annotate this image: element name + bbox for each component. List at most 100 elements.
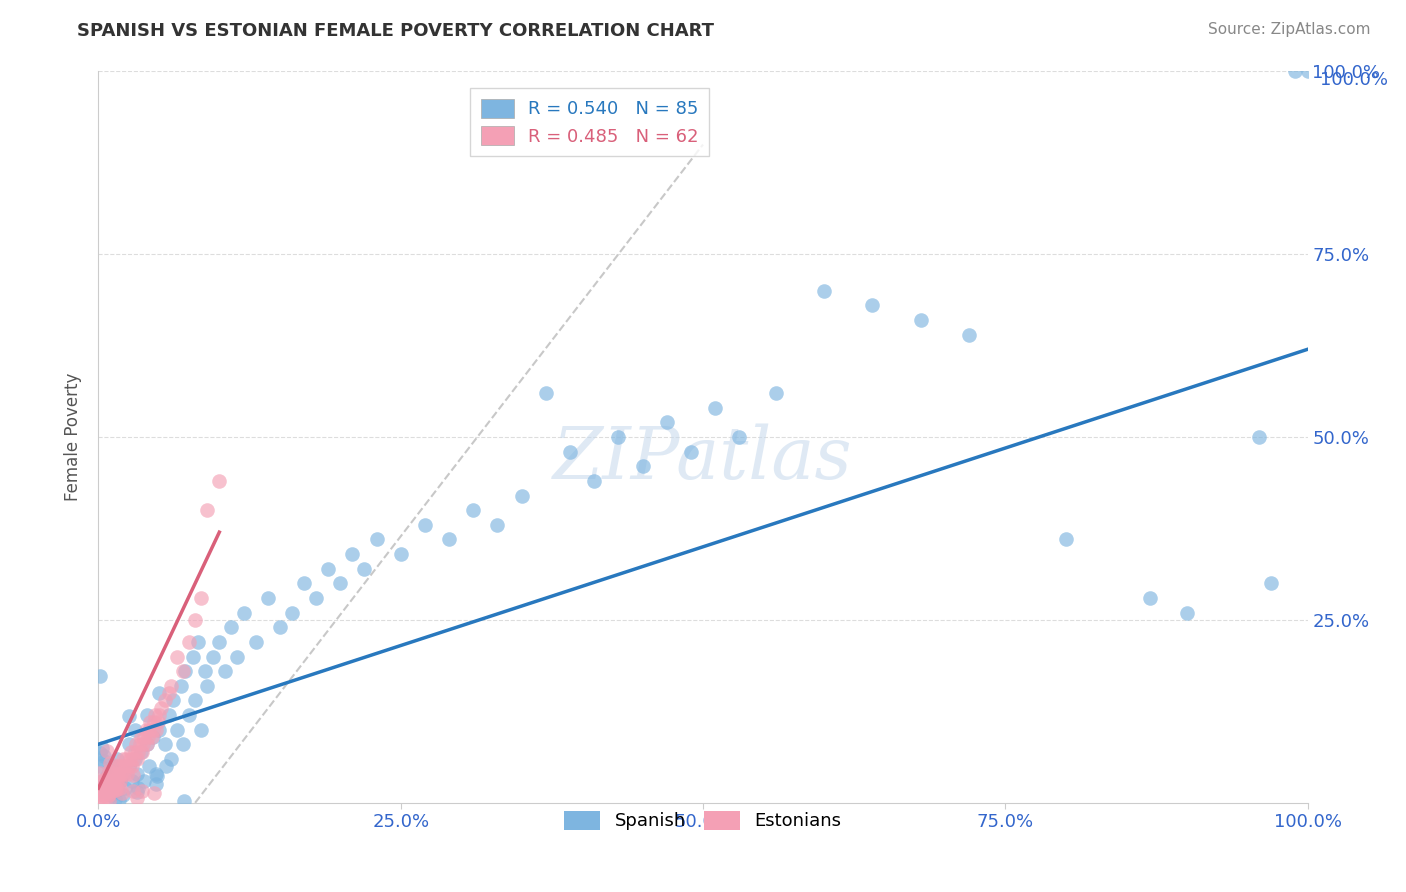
Point xyxy=(281,606,304,620)
Legend: Spanish, Estonians: Spanish, Estonians xyxy=(557,804,849,838)
Point xyxy=(190,591,212,605)
Point xyxy=(97,764,120,778)
Point xyxy=(89,790,111,805)
Point xyxy=(118,759,141,773)
Point xyxy=(104,792,127,806)
Point xyxy=(143,715,166,730)
Point xyxy=(316,562,339,576)
Point xyxy=(98,756,121,770)
Point xyxy=(142,786,165,800)
Point xyxy=(169,679,191,693)
Point xyxy=(150,700,173,714)
Point xyxy=(1296,64,1319,78)
Point xyxy=(121,759,143,773)
Point xyxy=(134,773,156,788)
Point xyxy=(187,635,209,649)
Point xyxy=(136,730,159,744)
Point xyxy=(389,547,412,561)
Point xyxy=(146,769,169,783)
Point xyxy=(105,752,128,766)
Point xyxy=(179,635,201,649)
Point xyxy=(89,786,111,800)
Point xyxy=(125,737,148,751)
Point xyxy=(655,416,678,430)
Point xyxy=(146,715,169,730)
Point xyxy=(366,533,388,547)
Point xyxy=(1175,606,1198,620)
Point xyxy=(98,781,121,796)
Point xyxy=(172,664,194,678)
Point xyxy=(91,789,114,803)
Point xyxy=(679,444,702,458)
Point xyxy=(1054,533,1077,547)
Point xyxy=(91,781,114,796)
Point xyxy=(1249,430,1271,444)
Point xyxy=(97,770,120,784)
Point xyxy=(342,547,364,561)
Point xyxy=(534,386,557,401)
Point xyxy=(114,781,136,796)
Point xyxy=(118,708,141,723)
Point xyxy=(121,773,143,788)
Point xyxy=(174,664,197,678)
Point xyxy=(118,759,141,773)
Point xyxy=(607,430,630,444)
Point xyxy=(89,746,111,760)
Point xyxy=(1284,64,1306,78)
Point xyxy=(131,745,153,759)
Point xyxy=(96,744,118,758)
Point xyxy=(765,386,787,401)
Point xyxy=(184,693,207,707)
Point xyxy=(93,772,115,787)
Point xyxy=(813,284,835,298)
Point xyxy=(91,777,114,791)
Point xyxy=(93,781,115,796)
Point xyxy=(101,773,124,788)
Point xyxy=(142,730,165,744)
Point xyxy=(232,606,254,620)
Point xyxy=(105,783,128,797)
Text: Source: ZipAtlas.com: Source: ZipAtlas.com xyxy=(1208,22,1371,37)
Point xyxy=(108,759,131,773)
Point xyxy=(91,773,114,788)
Point xyxy=(269,620,291,634)
Point xyxy=(214,664,236,678)
Point xyxy=(127,780,149,795)
Point xyxy=(114,759,136,773)
Point xyxy=(353,562,375,576)
Point xyxy=(135,723,157,737)
Point xyxy=(127,784,149,798)
Point xyxy=(122,768,145,782)
Point xyxy=(93,782,115,797)
Point xyxy=(135,708,157,723)
Point xyxy=(957,327,980,342)
Point xyxy=(105,781,128,796)
Point xyxy=(141,730,163,744)
Point xyxy=(195,679,218,693)
Point xyxy=(148,708,170,723)
Point xyxy=(173,794,195,808)
Point xyxy=(166,723,188,737)
Point xyxy=(583,474,606,488)
Point xyxy=(101,759,124,773)
Point xyxy=(104,782,127,797)
Point xyxy=(486,517,509,532)
Point xyxy=(208,635,231,649)
Point xyxy=(96,786,118,800)
Point xyxy=(110,766,132,780)
Point xyxy=(112,766,135,780)
Point xyxy=(413,517,436,532)
Point xyxy=(89,788,111,802)
Point xyxy=(108,773,131,788)
Point xyxy=(111,789,134,803)
Point xyxy=(100,773,122,788)
Point xyxy=(160,752,183,766)
Point xyxy=(145,766,167,780)
Point xyxy=(292,576,315,591)
Point xyxy=(139,715,162,730)
Point xyxy=(157,686,180,700)
Point xyxy=(111,766,134,780)
Point xyxy=(117,766,139,780)
Point xyxy=(94,781,117,796)
Point xyxy=(127,791,149,805)
